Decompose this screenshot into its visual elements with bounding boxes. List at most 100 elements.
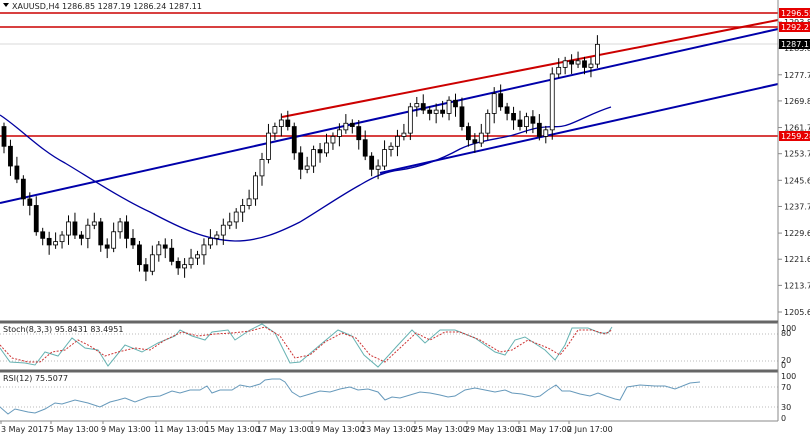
bear-candle (536, 122, 542, 137)
level-labels: 1296.55 1292.21 1259.28 1287.11 (779, 8, 810, 141)
svg-text:80: 80 (781, 329, 791, 338)
bull-candle (324, 142, 329, 154)
bull-candle (562, 60, 568, 68)
bull-candle (433, 109, 439, 114)
bull-candle (66, 221, 71, 236)
bear-candle (517, 119, 523, 127)
bear-candle (530, 116, 536, 124)
bull-candle (156, 244, 162, 256)
bear-candle (169, 247, 175, 262)
bull-candle (556, 66, 562, 75)
bull-candle (207, 237, 213, 246)
time-tick-label: 5 May 13:00 (49, 425, 99, 434)
bear-candle (124, 221, 129, 239)
bear-candle (504, 106, 510, 114)
price-tick-label: 1269.80 (784, 97, 810, 106)
bull-candle (195, 254, 200, 259)
bull-candle (595, 43, 600, 65)
price-tick-label: 1245.65 (784, 176, 810, 185)
bear-candle (453, 99, 458, 108)
svg-text:0: 0 (781, 361, 786, 370)
stoch-label: Stoch(8,3,3) 95.8431 83.4951 (3, 325, 123, 334)
price-tick-label: 1229.60 (784, 229, 810, 238)
triangle-down-icon[interactable] (3, 3, 9, 7)
bull-candle (304, 165, 310, 170)
bull-candle (388, 145, 394, 150)
bull-candle (343, 122, 349, 131)
bear-candle (72, 221, 78, 236)
bull-candle (575, 60, 581, 65)
bear-candle (143, 264, 149, 272)
trendline-red-upper[interactable] (281, 19, 779, 118)
bull-candle (233, 211, 239, 223)
bull-candle (117, 221, 123, 233)
bull-candle (53, 241, 58, 246)
bear-candle (369, 155, 375, 170)
bear-candle (33, 205, 39, 233)
bull-candle (543, 129, 549, 137)
price-tick-label: 1221.65 (784, 255, 810, 264)
bull-candle (266, 132, 271, 160)
level-label-1292: 1292.21 (781, 23, 810, 32)
time-tick-label: 17 May 13:00 (257, 425, 312, 434)
bull-candle (549, 73, 555, 131)
symbol-label: XAUUSD,H4 (12, 2, 60, 11)
bull-candle (330, 136, 336, 144)
bull-candle (478, 132, 484, 144)
bull-candle (375, 165, 381, 170)
bull-candle (59, 234, 65, 243)
bear-candle (362, 139, 368, 157)
bull-candle (220, 224, 226, 236)
bull-candle (259, 159, 265, 177)
rsi-label: RSI(12) 75.5077 (3, 374, 68, 383)
time-tick-label: 25 May 13:00 (413, 425, 468, 434)
bear-candle (1, 126, 7, 147)
bull-candle (278, 119, 284, 127)
level-label-1259: 1259.28 (781, 132, 810, 141)
bull-candle (336, 129, 342, 137)
bear-candle (27, 198, 33, 206)
bull-candle (524, 116, 529, 127)
level-label-1296: 1296.55 (781, 9, 810, 18)
bear-candle (40, 231, 46, 239)
bull-candle (149, 254, 155, 272)
bear-candle (569, 60, 574, 65)
bear-candle (349, 122, 355, 127)
bear-candle (498, 93, 504, 108)
bear-candle (20, 178, 26, 200)
stoch-axis: 100 80 20 0 (781, 324, 796, 370)
bull-candle (491, 93, 497, 114)
time-tick-label: 31 May 17:00 (517, 425, 572, 434)
price-tick-label: 1253.75 (784, 150, 810, 159)
time-axis: 3 May 2017 5 May 13:00 9 May 13:00 11 May 1… (0, 421, 613, 434)
bull-candle (85, 224, 91, 239)
chart-header: XAUUSD,H4 1286.85 1287.19 1286.24 1287.1… (3, 2, 202, 11)
bull-candle (485, 113, 491, 134)
rsi-axis: 100 70 30 0 (781, 372, 796, 423)
bull-candle (91, 221, 97, 226)
bull-candle (182, 264, 188, 269)
svg-text:30: 30 (781, 403, 791, 412)
price-tick-label: 1205.60 (784, 308, 810, 317)
svg-text:100: 100 (781, 324, 796, 333)
candlesticks (1, 35, 600, 282)
bear-candle (511, 113, 516, 121)
bear-candle (285, 119, 291, 127)
trendline-blue-upper[interactable] (0, 28, 779, 204)
bear-candle (440, 109, 446, 114)
bear-candle (14, 165, 20, 180)
bull-candle (188, 257, 194, 266)
bear-candle (162, 244, 168, 249)
price-tick-label: 1261.70 (784, 124, 810, 133)
bear-candle (104, 244, 110, 249)
time-tick-label: 11 May 13:00 (154, 425, 209, 434)
time-tick-label: 9 May 13:00 (101, 425, 151, 434)
ohlc-values: 1286.85 1287.19 1286.24 1287.11 (62, 2, 202, 11)
bear-candle (459, 106, 465, 127)
price-tick-label: 1237.70 (784, 202, 810, 211)
trendline-blue-lower[interactable] (379, 83, 779, 174)
bear-candle (137, 244, 142, 266)
moving-average-line (0, 106, 612, 242)
bull-candle (414, 103, 420, 108)
